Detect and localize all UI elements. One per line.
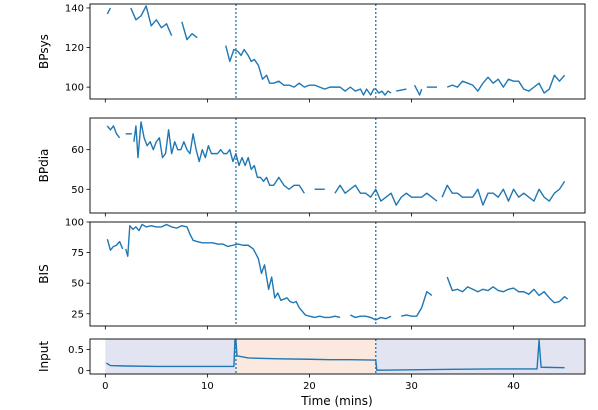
bpdia-series-segment-3 [133, 121, 305, 194]
y-tick-label: 0 [78, 366, 84, 377]
bpsys-series-segment-5 [396, 88, 407, 92]
y-tick-label: 75 [71, 248, 84, 259]
panel-input: 0 0.5 0 10 20 30 40 Input [37, 338, 586, 392]
y-tick-label: 0.5 [68, 345, 84, 356]
x-tick-label: 10 [201, 381, 214, 392]
plot-frame [89, 117, 586, 214]
bis-series-segment-2 [125, 223, 341, 319]
plot-frame [89, 3, 586, 100]
y-tick-label: 100 [65, 218, 84, 229]
y-tick-label: 60 [71, 145, 84, 156]
y-tick-label: 50 [71, 279, 84, 290]
bis-series-segment-4 [401, 291, 433, 317]
input-background-band-3 [375, 339, 585, 374]
bpdia-series-segment-5 [334, 184, 438, 206]
input-background-band-1 [105, 339, 236, 374]
panel-bpsys: 100 120 140 BPsys [37, 3, 586, 103]
y-tick-label: 120 [65, 43, 84, 54]
y-axis-label: BPsys [37, 34, 51, 69]
bpsys-series-segment-6 [413, 84, 423, 96]
y-tick-label: 50 [71, 185, 84, 196]
y-tick-label: 140 [65, 3, 84, 14]
x-axis-label: Time (mins) [300, 394, 372, 408]
panels: 100120140BPsys5060BPdia255075100BIS00.50… [37, 3, 586, 392]
bpdia-series-segment-6 [441, 180, 566, 206]
bpsys-series-segment-1 [106, 7, 112, 15]
bpdia-series-segment-1 [106, 125, 121, 139]
input-series-segment-1 [105, 339, 565, 371]
y-axis-label: BPdia [37, 149, 51, 183]
bpsys-series-segment-2 [130, 5, 173, 36]
y-tick-label: 100 [65, 83, 84, 94]
x-tick-label: 20 [303, 381, 316, 392]
bpsys-series-segment-3 [181, 21, 198, 41]
bpsys-series-segment-8 [446, 74, 566, 94]
x-tick-label: 30 [405, 381, 418, 392]
y-axis-label: BIS [37, 264, 51, 283]
panel-bis: 25 50 75 100 BIS [37, 218, 586, 330]
bpsys-series-segment-4 [225, 45, 392, 96]
y-tick-label: 25 [71, 309, 84, 320]
plot-frame [89, 338, 586, 375]
input-background-band-2 [235, 339, 376, 374]
plot-frame [89, 221, 586, 327]
x-tick-label: 40 [507, 381, 520, 392]
panel-bpdia: 50 60 BPdia [37, 117, 586, 217]
bis-series-segment-5 [446, 276, 569, 304]
bis-series-segment-1 [106, 238, 124, 251]
y-axis-label: Input [37, 341, 51, 372]
x-tick-label: 0 [102, 381, 108, 392]
bis-series-segment-3 [349, 314, 392, 321]
